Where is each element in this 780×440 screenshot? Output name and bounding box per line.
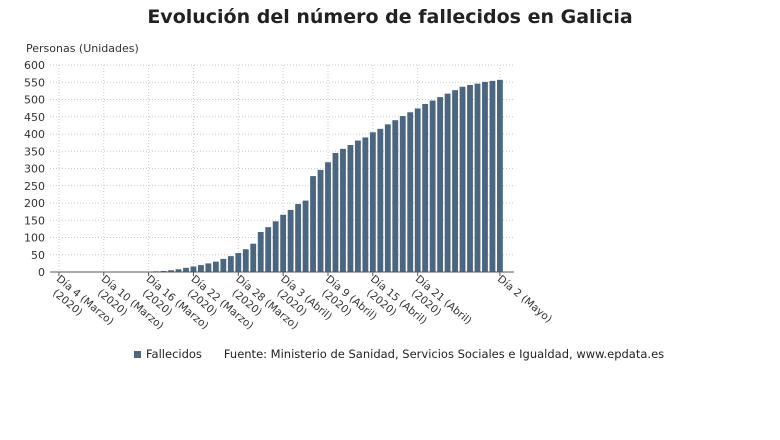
- bar: [220, 258, 227, 272]
- bar: [347, 145, 354, 272]
- bar: [257, 231, 264, 272]
- chart-title: Evolución del número de fallecidos en Ga…: [147, 6, 633, 28]
- y-tick-label: 600: [24, 59, 45, 72]
- bar: [452, 90, 458, 272]
- x-tick-label-line: Día 2 (Mayo): [495, 273, 554, 325]
- bar: [384, 124, 391, 272]
- y-tick-label: 450: [24, 111, 45, 124]
- y-axis-label: Personas (Unidades): [26, 42, 139, 55]
- bar: [250, 243, 257, 272]
- bar: [474, 83, 481, 272]
- bar: [183, 267, 189, 272]
- y-tick-labels: 0 50 100 150 200 250 300 350 400 450 500 550 600: [24, 59, 45, 279]
- y-tick-label: 100: [24, 232, 45, 245]
- bar: [235, 253, 242, 272]
- bar: [332, 152, 339, 272]
- legend-series-label: Fallecidos: [146, 347, 202, 361]
- bar: [459, 86, 466, 272]
- bar: [399, 116, 406, 272]
- bar: [362, 137, 369, 272]
- y-tick-label: 550: [24, 76, 45, 89]
- bar: [429, 100, 436, 272]
- bars: [138, 79, 503, 273]
- y-tick-label: 250: [24, 180, 45, 193]
- x-tick-label: Día 2 (Mayo): [495, 273, 554, 325]
- bar: [175, 269, 182, 272]
- bar: [227, 256, 234, 272]
- source-note: Fuente: Ministerio de Sanidad, Servicios…: [223, 347, 665, 361]
- bar: [190, 266, 197, 272]
- bar: [205, 263, 212, 272]
- bar: [489, 80, 496, 273]
- y-tick-label: 50: [31, 249, 45, 262]
- bar: [317, 169, 324, 272]
- bar: [497, 79, 503, 273]
- bar: [198, 265, 204, 272]
- bar: [310, 176, 316, 272]
- y-tick-label: 150: [24, 214, 45, 227]
- y-tick-label: 0: [38, 266, 45, 279]
- bar: [265, 227, 272, 272]
- bar: [467, 85, 473, 272]
- bar: [377, 128, 384, 272]
- bar: [407, 112, 414, 272]
- bar: [160, 270, 167, 272]
- bar: [280, 214, 287, 272]
- bar: [302, 200, 309, 272]
- x-tick-label-text: Día 2 (Mayo): [495, 273, 554, 325]
- x-axis: [50, 271, 514, 276]
- bar: [354, 140, 361, 272]
- bar: [212, 261, 219, 272]
- bar: [482, 81, 488, 272]
- y-tick-label: 400: [24, 128, 45, 141]
- bar: [437, 97, 444, 273]
- bar: [325, 162, 331, 272]
- bar: [422, 103, 429, 272]
- bar: [392, 120, 399, 272]
- bar: [242, 249, 249, 272]
- legend-swatch: [134, 350, 141, 358]
- y-tick-label: 300: [24, 163, 45, 176]
- bar: [287, 209, 294, 272]
- bar: [168, 270, 174, 272]
- y-tick-label: 500: [24, 94, 45, 107]
- bar: [414, 108, 421, 272]
- y-tick-label: 350: [24, 145, 45, 158]
- bar: [369, 132, 376, 272]
- bar: [444, 93, 451, 272]
- x-tick-labels: Día 4 (Marzo)(2020) Día 10 (Marzo)(2020) D…: [50, 273, 554, 332]
- bar: [340, 148, 346, 272]
- y-tick-label: 200: [24, 197, 45, 210]
- bar: [272, 221, 279, 272]
- bar: [295, 204, 302, 272]
- legend: Fallecidos Fuente: Ministerio de Sanidad…: [134, 347, 664, 361]
